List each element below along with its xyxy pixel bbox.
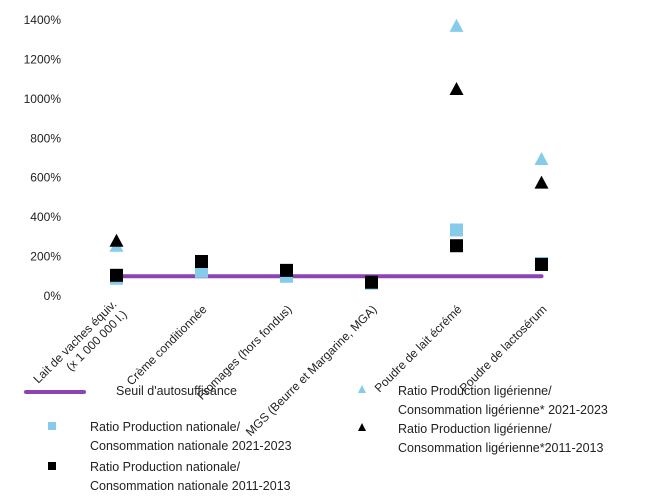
legend-item-regional-2021: Ratio Production ligérienne/ Consommatio… (358, 382, 608, 420)
y-tick-label: 1400% (24, 13, 62, 27)
legend-label: Consommation ligérienne*2011-2013 (398, 441, 604, 455)
x-category-label: Crème conditionnée (124, 302, 210, 388)
square-marker (535, 257, 548, 271)
y-axis: 0% 200% 400% 600% 800% 1000% 1200% 1400% (24, 13, 62, 303)
triangle-marker (449, 18, 464, 32)
triangle-marker (109, 233, 124, 247)
legend-label: Seuil d'autosuffisance (116, 384, 237, 398)
legend-line-marker (24, 390, 86, 394)
square-marker (195, 264, 208, 278)
square-marker (280, 263, 293, 277)
square-marker-icon (48, 462, 56, 470)
y-tick-label: 400% (30, 210, 61, 224)
legend-item-national-2011: Ratio Production nationale/ Consommation… (48, 458, 291, 496)
y-tick-label: 200% (30, 250, 61, 264)
legend-label: Ratio Production nationale/ (90, 460, 241, 474)
legend-item-regional-2011: Ratio Production ligérienne/ Consommatio… (358, 420, 603, 458)
square-marker (110, 268, 123, 282)
y-tick-label: 1200% (24, 52, 62, 66)
square-marker-icon (48, 422, 56, 430)
square-marker (450, 223, 463, 237)
legend-item-threshold: Seuil d'autosuffisance (24, 382, 237, 401)
triangle-marker-icon (358, 385, 366, 393)
square-marker (195, 255, 208, 268)
y-tick-label: 1000% (24, 92, 62, 106)
legend-label: Ratio Production ligérienne/ (398, 384, 552, 398)
triangle-marker (449, 82, 464, 95)
square-marker (365, 275, 378, 289)
legend-label: Ratio Production nationale/ (90, 420, 241, 434)
legend-label: Consommation nationale 2011-2013 (90, 479, 291, 493)
y-tick-label: 0% (44, 289, 62, 303)
legend-label: Ratio Production ligérienne/ (398, 422, 552, 436)
legend-label: Consommation nationale 2021-2023 (90, 439, 292, 453)
plot-area (109, 18, 549, 290)
legend-item-national-2021: Ratio Production nationale/ Consommation… (48, 418, 292, 456)
triangle-marker-icon (358, 423, 366, 431)
triangle-marker (534, 175, 549, 189)
y-tick-label: 800% (30, 131, 61, 145)
triangle-marker (534, 151, 549, 165)
square-marker (450, 239, 463, 253)
legend-label: Consommation ligérienne* 2021-2023 (398, 403, 608, 417)
y-tick-label: 600% (30, 171, 61, 185)
